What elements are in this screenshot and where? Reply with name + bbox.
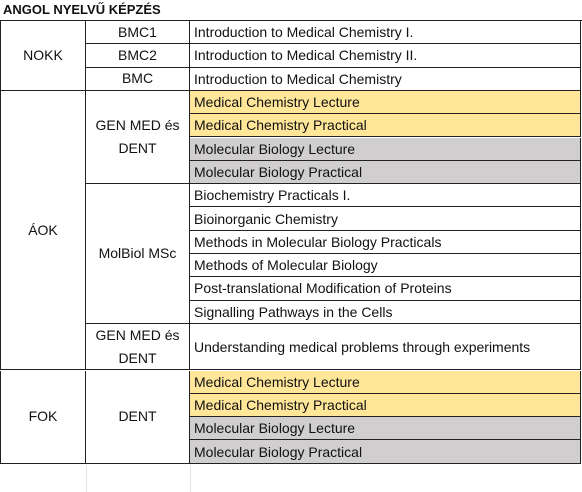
course-cell: Methods of Molecular Biology <box>190 254 581 278</box>
grid-line <box>190 465 191 492</box>
group-cell: BMC2 <box>86 44 190 68</box>
section-cell: ÁOK <box>0 90 86 371</box>
group-cell: MolBiol MSc <box>86 184 190 324</box>
section-cell: NOKK <box>0 21 86 91</box>
course-cell: Molecular Biology Lecture <box>190 137 581 161</box>
group-cell: GEN MED és DENT <box>86 323 190 371</box>
course-cell: Medical Chemistry Practical <box>190 393 581 418</box>
group-cell: BMC1 <box>86 21 190 45</box>
grid-line <box>86 465 87 492</box>
course-cell: Molecular Biology Practical <box>190 160 581 185</box>
course-cell: Methods in Molecular Biology Practicals <box>190 230 581 254</box>
course-cell: Introduction to Medical Chemistry II. <box>190 44 581 68</box>
section-cell: FOK <box>0 370 86 464</box>
course-cell: Medical Chemistry Lecture <box>190 370 581 394</box>
course-cell: Bioinorganic Chemistry <box>190 207 581 231</box>
course-cell: Molecular Biology Practical <box>190 440 581 464</box>
course-cell: Medical Chemistry Practical <box>190 114 581 138</box>
course-cell: Signalling Pathways in the Cells <box>190 300 581 324</box>
course-cell: Medical Chemistry Lecture <box>190 90 581 115</box>
course-cell: Biochemistry Practicals I. <box>190 184 581 208</box>
course-cell: Post-translational Modification of Prote… <box>190 277 581 301</box>
course-cell: Introduction to Medical Chemistry <box>190 67 581 91</box>
course-cell: Introduction to Medical Chemistry I. <box>190 21 581 45</box>
group-cell: BMC <box>86 67 190 91</box>
course-cell: Understanding medical problems through e… <box>190 323 581 371</box>
group-cell: DENT <box>86 370 190 464</box>
group-cell: GEN MED és DENT <box>86 90 190 185</box>
course-cell: Molecular Biology Lecture <box>190 417 581 441</box>
title: ANGOL NYELVŰ KÉPZÉS <box>3 2 161 17</box>
table-top-border <box>0 20 582 21</box>
